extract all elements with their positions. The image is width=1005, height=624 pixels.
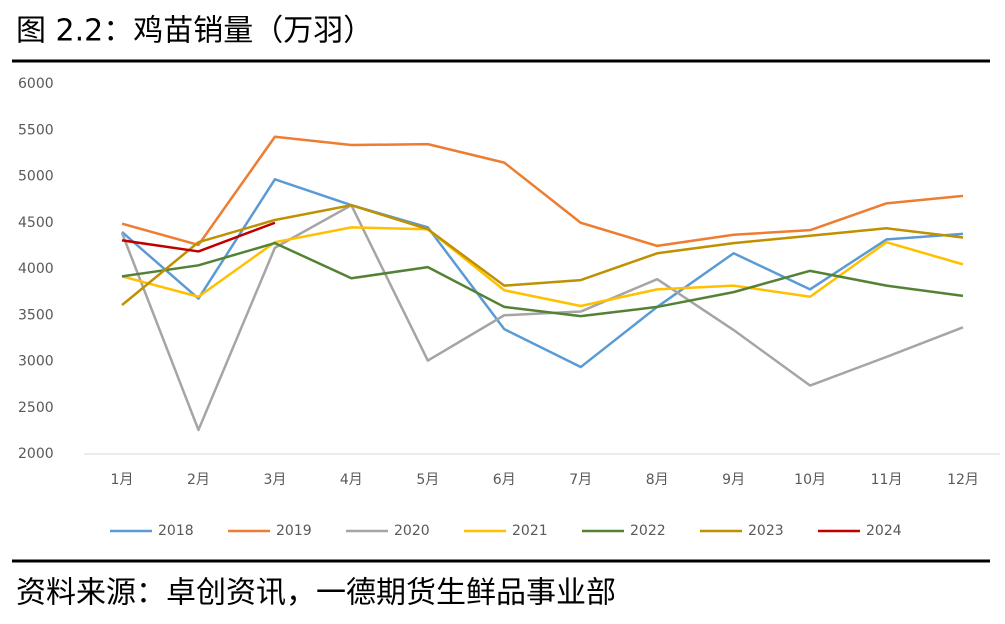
x-tick-label: 3月: [263, 472, 286, 488]
x-tick-label: 2月: [187, 472, 210, 488]
x-tick-label: 5月: [416, 472, 439, 488]
x-tick-label: 6月: [493, 472, 516, 488]
y-tick-label: 6000: [18, 76, 54, 92]
chart-title: 图 2.2：鸡苗销量（万羽）: [16, 14, 373, 49]
legend-label: 2022: [630, 523, 666, 539]
y-tick-label: 4500: [18, 215, 54, 231]
legend-label: 2021: [512, 523, 548, 539]
x-tick-label: 12月: [947, 472, 979, 488]
series-line: [121, 226, 964, 308]
series-line: [121, 241, 964, 318]
y-tick-label: 3500: [18, 307, 54, 323]
legend-label: 2024: [866, 523, 902, 539]
legend-label: 2020: [394, 523, 430, 539]
legend-label: 2019: [276, 523, 312, 539]
series-line: [121, 221, 276, 253]
series-line: [121, 135, 964, 248]
y-tick-label: 3000: [18, 354, 54, 370]
x-tick-label: 8月: [646, 472, 669, 488]
y-tick-label: 2500: [18, 400, 54, 416]
series-line: [121, 178, 964, 369]
y-tick-label: 5500: [18, 122, 54, 138]
x-tick-label: 10月: [794, 472, 826, 488]
series-line: [120, 203, 964, 432]
x-tick-label: 9月: [722, 472, 745, 488]
series-line: [121, 203, 964, 307]
y-tick-label: 2000: [18, 446, 54, 462]
legend-label: 2018: [158, 523, 194, 539]
legend-label: 2023: [748, 523, 784, 539]
y-tick-label: 5000: [18, 169, 54, 185]
x-tick-label: 4月: [340, 472, 363, 488]
x-tick-label: 11月: [871, 472, 903, 488]
x-tick-label: 7月: [569, 472, 592, 488]
y-tick-label: 4000: [18, 261, 54, 277]
x-tick-label: 1月: [111, 472, 134, 488]
source: 资料来源：卓创资讯，一德期货生鲜品事业部: [16, 576, 616, 611]
